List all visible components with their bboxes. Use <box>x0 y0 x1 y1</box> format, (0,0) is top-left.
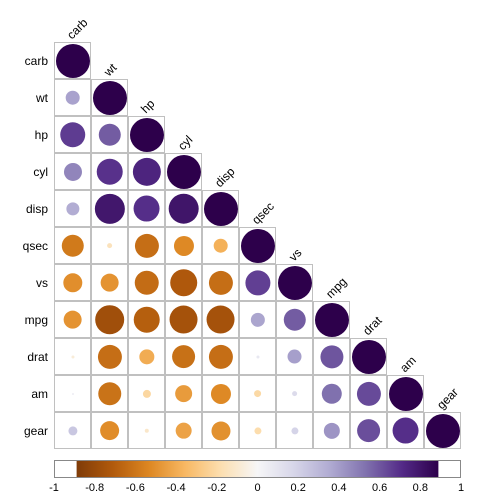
circle-drat-drat <box>351 339 385 373</box>
circle-mpg-hp <box>133 306 160 333</box>
circle-vs-cyl <box>170 269 198 297</box>
circle-vs-vs <box>277 265 311 299</box>
diaglabel-wt: wt <box>101 61 119 79</box>
legend-tick: -0.8 <box>85 482 104 494</box>
ylabel-qsec: qsec <box>23 239 48 253</box>
diaglabel-am: am <box>397 353 419 375</box>
diaglabel-vs: vs <box>286 246 304 264</box>
legend-tick: 0.2 <box>291 482 306 494</box>
circle-gear-am <box>392 417 419 444</box>
circle-qsec-qsec <box>240 228 274 262</box>
circle-disp-cyl <box>168 193 199 224</box>
diaglabel-carb: carb <box>64 16 90 42</box>
circle-am-am <box>388 376 422 410</box>
legend-tick: 0.6 <box>372 482 387 494</box>
ylabel-gear: gear <box>24 424 48 438</box>
circle-hp-hp <box>129 117 163 151</box>
ylabel-cyl: cyl <box>33 165 48 179</box>
circle-gear-gear <box>425 413 459 447</box>
legend-tick: -0.6 <box>126 482 145 494</box>
ylabel-wt: wt <box>36 91 48 105</box>
diaglabel-drat: drat <box>360 313 385 338</box>
circle-carb-carb <box>55 43 89 77</box>
circle-qsec-wt <box>107 243 113 249</box>
circle-gear-wt <box>100 421 120 441</box>
circle-cyl-wt <box>96 158 123 185</box>
ylabel-drat: drat <box>27 350 48 364</box>
circle-am-vs <box>292 391 298 397</box>
circle-mpg-mpg <box>314 302 348 336</box>
diaglabel-cyl: cyl <box>175 133 195 153</box>
circle-am-cyl <box>175 385 193 403</box>
circle-qsec-cyl <box>173 235 193 255</box>
ylabel-mpg: mpg <box>25 313 48 327</box>
ylabel-hp: hp <box>35 128 48 142</box>
diaglabel-hp: hp <box>138 97 157 116</box>
circle-cyl-cyl <box>166 154 200 188</box>
circle-mpg-wt <box>95 305 125 335</box>
legend-tick: 0.4 <box>331 482 346 494</box>
circle-vs-wt <box>100 273 119 292</box>
circle-am-qsec <box>254 390 262 398</box>
circle-gear-cyl <box>175 422 192 439</box>
legend-tick: 0.8 <box>413 482 428 494</box>
circle-disp-disp <box>203 191 237 225</box>
circle-hp-carb <box>60 122 86 148</box>
diaglabel-gear: gear <box>434 385 461 412</box>
circle-cyl-carb <box>63 162 81 180</box>
ylabel-am: am <box>31 387 48 401</box>
circle-drat-cyl <box>172 345 196 369</box>
ylabel-disp: disp <box>26 202 48 216</box>
legend-tick: 1 <box>458 482 464 494</box>
circle-mpg-carb <box>63 310 82 329</box>
legend-tick: -0.2 <box>207 482 226 494</box>
diaglabel-mpg: mpg <box>323 275 349 301</box>
ylabel-vs: vs <box>36 276 48 290</box>
circle-mpg-cyl <box>169 305 198 334</box>
circle-gear-drat <box>357 419 381 443</box>
diaglabel-disp: disp <box>212 165 237 190</box>
legend-tick: -0.4 <box>167 482 186 494</box>
legend-tick: -1 <box>49 482 59 494</box>
circle-disp-hp <box>133 195 160 222</box>
circle-am-disp <box>210 383 230 403</box>
circle-drat-vs <box>287 349 302 364</box>
circle-mpg-disp <box>206 305 235 334</box>
circle-wt-carb <box>65 90 80 105</box>
circle-vs-hp <box>134 270 159 295</box>
diaglabel-qsec: qsec <box>249 199 277 227</box>
circle-qsec-disp <box>213 238 228 253</box>
color-legend <box>54 460 461 478</box>
correlation-plot: -1 -0.8 -0.6 -0.4 -0.2 0 0.2 0.4 0.6 0.8 1 carb wt h… <box>0 0 504 504</box>
legend-tick: 0 <box>254 482 260 494</box>
ylabel-carb: carb <box>25 54 48 68</box>
circle-gear-disp <box>211 421 230 440</box>
circle-wt-wt <box>92 80 126 114</box>
